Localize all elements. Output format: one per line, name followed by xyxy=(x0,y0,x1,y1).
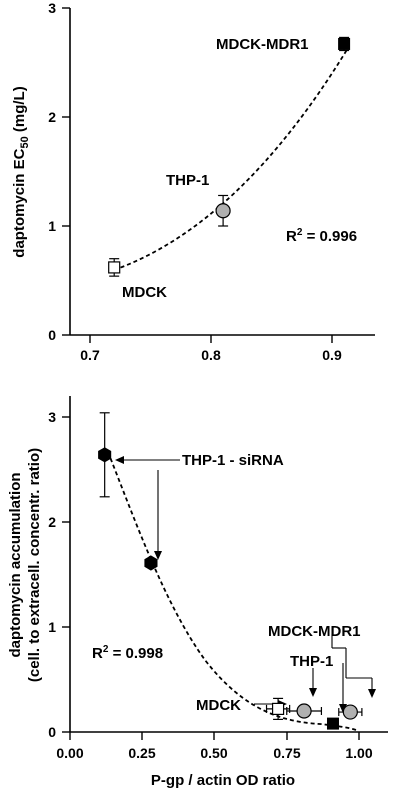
top-r-squared: R2 = 0.996 xyxy=(286,227,357,245)
data-point xyxy=(326,717,339,730)
data-point xyxy=(338,37,351,50)
bottom-x-tick-label: 0.25 xyxy=(128,745,155,761)
bottom-fit-curve xyxy=(107,451,357,731)
top-y-tick-label: 3 xyxy=(48,0,56,16)
bottom-x-axis-title: P-gp / actin OD ratio xyxy=(151,772,295,789)
data-point xyxy=(271,702,285,716)
bottom-x-tick-label: 0.50 xyxy=(200,745,227,761)
bottom-x-tick-label: 1.00 xyxy=(345,745,372,761)
arrow-head xyxy=(339,704,347,713)
data-point xyxy=(342,704,358,720)
data-point xyxy=(215,203,231,219)
bottom-label-thp1-sirna: THP-1 - siRNA xyxy=(182,452,284,469)
bottom-r-squared: R2 = 0.998 xyxy=(92,644,163,662)
arrow-head xyxy=(309,688,317,697)
top-x-tick-label: 0.9 xyxy=(322,347,342,363)
bottom-y-axis-title-line1: daptomycin accumulation xyxy=(7,472,24,657)
bottom-x-tick-label: 0.00 xyxy=(56,745,83,761)
bottom-label-mdck-mdr1: MDCK-MDR1 xyxy=(268,623,361,640)
top-y-tick-label: 1 xyxy=(48,218,56,234)
accumulation-panel: 0 1 2 3 0.00 0.25 0.50 0.75 1.00 P-gp / … xyxy=(7,396,388,789)
top-x-tick-label: 0.7 xyxy=(80,347,100,363)
bottom-x-tick-label: 0.75 xyxy=(273,745,300,761)
data-point xyxy=(144,555,158,571)
bottom-arrows xyxy=(115,456,376,713)
data-point xyxy=(108,261,121,274)
top-label-mdck: MDCK xyxy=(122,284,167,301)
bottom-y-tick-label: 3 xyxy=(48,409,56,425)
bottom-y-tick-label: 1 xyxy=(48,619,56,635)
arrow-head xyxy=(368,689,376,698)
data-point xyxy=(296,703,312,719)
top-y-tick-label: 0 xyxy=(48,327,56,343)
bottom-label-thp1: THP-1 xyxy=(290,653,333,670)
top-label-mdck-mdr1: MDCK-MDR1 xyxy=(216,36,309,53)
bottom-y-tick-label: 2 xyxy=(48,514,56,530)
bottom-data-points xyxy=(98,412,363,730)
top-label-thp1: THP-1 xyxy=(166,172,209,189)
data-point xyxy=(98,447,112,463)
bottom-label-mdck: MDCK xyxy=(196,697,241,714)
top-x-tick-label: 0.8 xyxy=(201,347,221,363)
top-fit-curve xyxy=(113,47,349,271)
arrow-head xyxy=(154,551,162,560)
top-y-axis-title: daptomycin EC50 (mg/L) xyxy=(11,86,31,257)
arrow-head xyxy=(115,456,124,464)
ec50-panel: 3 2 1 0 0.7 0.8 0.9 daptomycin EC50 (mg/… xyxy=(11,0,375,363)
bottom-y-tick-label: 0 xyxy=(48,724,56,740)
top-data-points xyxy=(108,36,351,277)
top-y-tick-label: 2 xyxy=(48,109,56,125)
bottom-y-axis-title-line2: (cell. to extracell. concentr. ratio) xyxy=(26,448,43,682)
